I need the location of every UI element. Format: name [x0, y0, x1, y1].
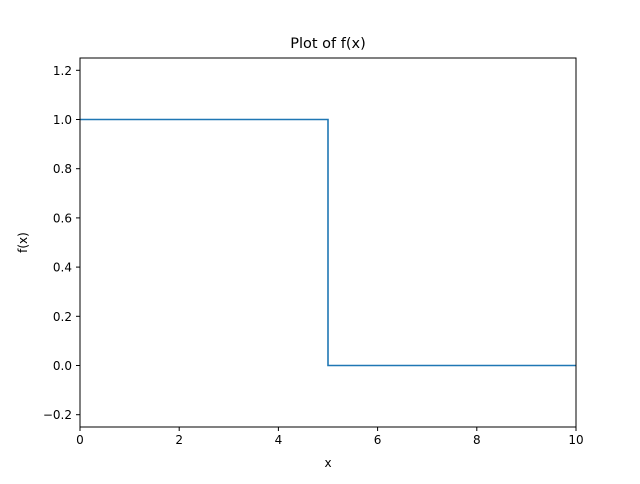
- x-axis-label: x: [324, 456, 331, 470]
- series-layer: [80, 118, 576, 367]
- y-tick-label: 0.2: [53, 310, 72, 324]
- y-tick-label: 0.0: [53, 359, 72, 373]
- plot-frame: [79, 57, 577, 428]
- y-axis-ticks: −0.2 0.0 0.2 0.4 0.6 0.8 1.0 1.2: [43, 64, 80, 422]
- y-tick-label: 0.6: [53, 211, 72, 225]
- series-line: [80, 118, 576, 367]
- x-tick-label: 10: [568, 433, 583, 447]
- x-tick-label: 4: [275, 433, 283, 447]
- y-tick-label: 1.0: [53, 113, 72, 127]
- y-tick-label: 0.4: [53, 261, 72, 275]
- x-tick-label: 6: [374, 433, 382, 447]
- x-axis-ticks: 0 2 4 6 8 10: [76, 427, 584, 447]
- x-tick-label: 0: [76, 433, 84, 447]
- chart-title: Plot of f(x): [290, 36, 366, 52]
- y-tick-label: 1.2: [53, 64, 72, 78]
- y-axis-label: f(x): [16, 232, 30, 253]
- x-tick-label: 8: [473, 433, 481, 447]
- y-tick-label: −0.2: [43, 408, 72, 422]
- x-tick-label: 2: [175, 433, 183, 447]
- y-tick-label: 0.8: [53, 162, 72, 176]
